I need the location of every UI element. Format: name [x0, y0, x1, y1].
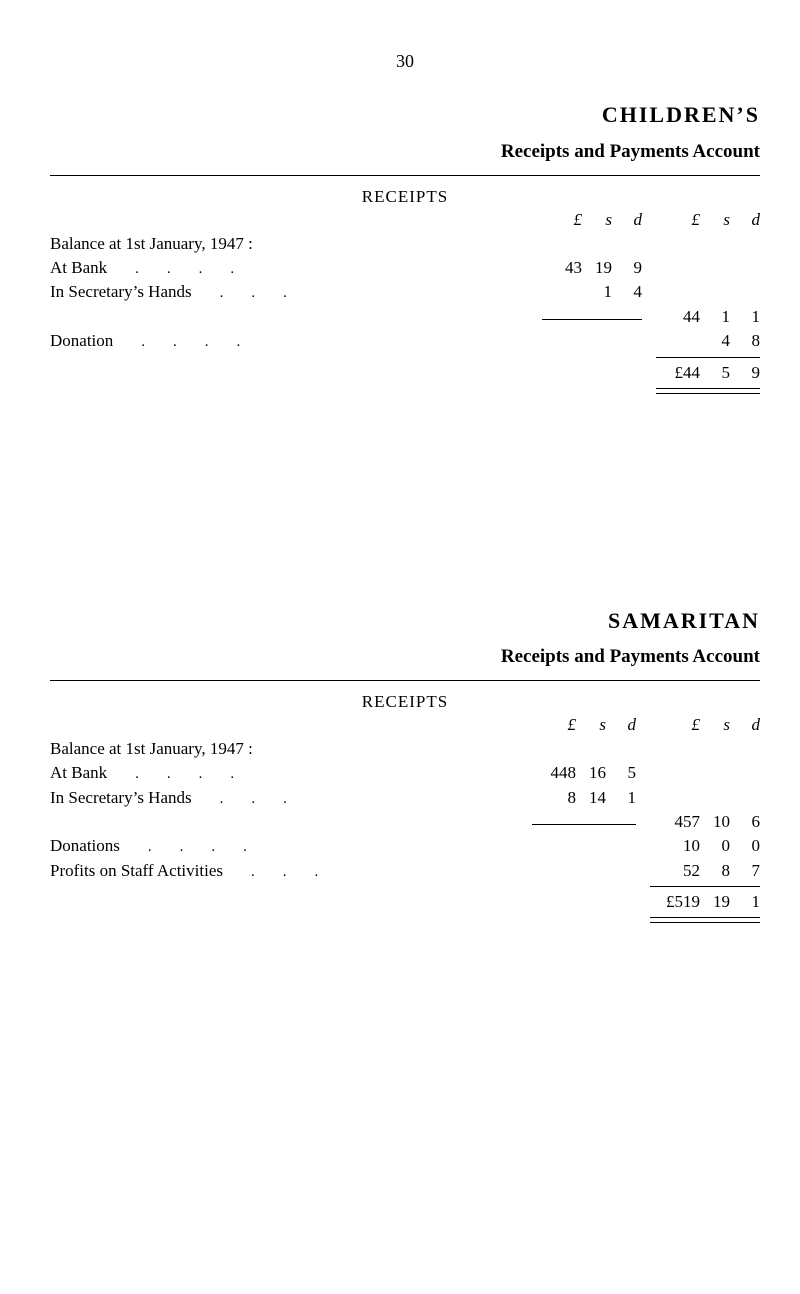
section1-ledger: £ s d £ s d Balance at 1st January, 1947…: [50, 208, 760, 397]
cell-s: 19: [582, 256, 612, 281]
cell-d: 8: [730, 329, 760, 354]
col-hdr-L-outer: £: [650, 713, 700, 737]
section2-top-rule: [50, 680, 760, 681]
cell-L: 10: [650, 834, 700, 859]
row-label: Profits on Staff Activities: [50, 861, 346, 880]
cell-L: £44: [656, 361, 700, 385]
section1-receipts-heading: RECEIPTS: [50, 186, 760, 208]
table-row: 44 1 1: [50, 305, 760, 329]
table-row: £ s d £ s d: [50, 713, 760, 737]
cell-d: 0: [730, 834, 760, 859]
cell-L: 448: [532, 761, 576, 786]
col-hdr-d-inner: d: [606, 713, 636, 737]
cell-L: [656, 329, 700, 354]
cell-s: 19: [700, 890, 730, 914]
table-row: [50, 883, 760, 890]
table-row: At Bank 43 19 9: [50, 256, 760, 281]
col-hdr-L-inner: £: [542, 208, 582, 232]
cell-s: 16: [576, 761, 606, 786]
cell-s: 4: [700, 329, 730, 354]
col-hdr-d-inner: d: [612, 208, 642, 232]
cell-d: 9: [730, 361, 760, 385]
table-row: Balance at 1st January, 1947 :: [50, 737, 760, 761]
cell-d: 6: [730, 810, 760, 834]
cell-d: 7: [730, 859, 760, 884]
cell-s: 1: [582, 280, 612, 305]
row-label: At Bank: [50, 763, 262, 782]
table-row: £ s d £ s d: [50, 208, 760, 232]
col-hdr-s-inner: s: [582, 208, 612, 232]
section2-title: SAMARITAN: [50, 607, 760, 636]
cell-s: 1: [700, 305, 730, 329]
cell-L: [542, 280, 582, 305]
cell-s: 10: [700, 810, 730, 834]
col-hdr-L-inner: £: [532, 713, 576, 737]
section1-top-rule: [50, 175, 760, 176]
cell-d: 1: [730, 305, 760, 329]
section2-ledger: £ s d £ s d Balance at 1st January, 1947…: [50, 713, 760, 926]
cell-d: 1: [606, 786, 636, 811]
table-row: Donations 10 0 0: [50, 834, 760, 859]
table-row: In Secretary’s Hands 1 4: [50, 280, 760, 305]
row-label: In Secretary’s Hands: [50, 788, 315, 807]
col-hdr-s-outer: s: [700, 208, 730, 232]
section2-receipts-heading: RECEIPTS: [50, 691, 760, 713]
page-number: 30: [50, 50, 760, 73]
col-hdr-d-outer: d: [730, 713, 760, 737]
row-label: In Secretary’s Hands: [50, 282, 315, 301]
table-row: In Secretary’s Hands 8 14 1: [50, 786, 760, 811]
cell-s: 8: [700, 859, 730, 884]
col-hdr-d-outer: d: [730, 208, 760, 232]
cell-d: 5: [606, 761, 636, 786]
cell-s: 5: [700, 361, 730, 385]
table-row: 457 10 6: [50, 810, 760, 834]
row-label: Balance at 1st January, 1947 :: [50, 737, 532, 761]
cell-L: 43: [542, 256, 582, 281]
section1-title: CHILDREN’S: [50, 101, 760, 130]
row-label: At Bank: [50, 258, 262, 277]
cell-L: 44: [656, 305, 700, 329]
section1-subtitle: Receipts and Payments Account: [50, 140, 760, 165]
table-row: £519 19 1: [50, 890, 760, 914]
inner-subtotal-rule: [532, 824, 636, 825]
col-hdr-s-inner: s: [576, 713, 606, 737]
cell-d: 4: [612, 280, 642, 305]
cell-L: £519: [650, 890, 700, 914]
outer-total-rule-dbl: [656, 388, 760, 394]
table-row: £44 5 9: [50, 361, 760, 385]
table-row: Profits on Staff Activities 52 8 7: [50, 859, 760, 884]
outer-total-rule-dbl: [650, 917, 760, 923]
table-row: Donation 4 8: [50, 329, 760, 354]
table-row: [50, 354, 760, 361]
cell-L: 457: [650, 810, 700, 834]
cell-d: 9: [612, 256, 642, 281]
cell-d: 1: [730, 890, 760, 914]
table-row: [50, 914, 760, 926]
table-row: At Bank 448 16 5: [50, 761, 760, 786]
cell-L: 52: [650, 859, 700, 884]
cell-L: 8: [532, 786, 576, 811]
outer-total-rule-top: [650, 886, 760, 887]
table-row: Balance at 1st January, 1947 :: [50, 232, 760, 256]
cell-s: 0: [700, 834, 730, 859]
col-hdr-s-outer: s: [700, 713, 730, 737]
table-row: [50, 385, 760, 397]
cell-s: 14: [576, 786, 606, 811]
row-label: Donation: [50, 331, 268, 350]
outer-total-rule-top: [656, 357, 760, 358]
section2-subtitle: Receipts and Payments Account: [50, 645, 760, 670]
col-hdr-L-outer: £: [656, 208, 700, 232]
row-label: Donations: [50, 836, 275, 855]
row-label: Balance at 1st January, 1947 :: [50, 232, 542, 256]
inner-subtotal-rule: [542, 319, 642, 320]
